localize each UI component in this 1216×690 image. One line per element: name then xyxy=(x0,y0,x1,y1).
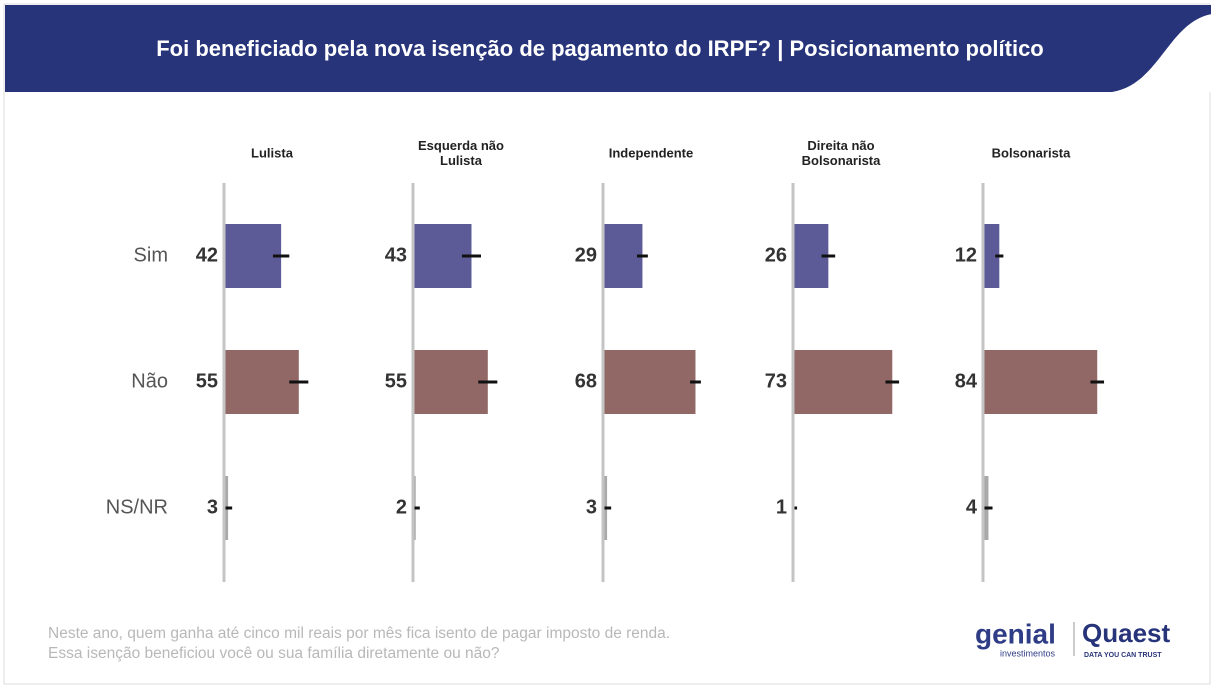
card xyxy=(3,3,1211,685)
panel-title: Direita não Bolsonarista xyxy=(801,138,881,168)
bar xyxy=(413,224,472,288)
panel-title: Esquerda não Lulista xyxy=(418,138,504,168)
logo-genial: genial xyxy=(975,618,1056,649)
bar xyxy=(224,350,299,414)
value-label: 29 xyxy=(575,244,597,266)
value-label: 73 xyxy=(765,370,787,392)
value-label: 2 xyxy=(396,496,407,518)
category-label: Sim xyxy=(134,244,168,266)
logo-genial-sub: investimentos xyxy=(1000,648,1056,658)
bar xyxy=(603,350,696,414)
value-label: 12 xyxy=(955,244,977,266)
value-label: 55 xyxy=(385,370,407,392)
value-label: 3 xyxy=(207,496,218,518)
bar xyxy=(603,224,643,288)
header-curve xyxy=(1112,14,1212,92)
note-line: Essa isenção beneficiou você ou sua famí… xyxy=(48,645,500,662)
value-label: 42 xyxy=(196,244,218,266)
value-label: 1 xyxy=(776,496,787,518)
category-label: NS/NR xyxy=(106,496,168,518)
value-label: 3 xyxy=(586,496,597,518)
chart-title: Foi beneficiado pela nova isenção de pag… xyxy=(156,36,1044,61)
bar xyxy=(983,224,1000,288)
value-label: 4 xyxy=(966,496,978,518)
panel-title: Bolsonarista xyxy=(991,145,1071,161)
value-label: 26 xyxy=(765,244,787,266)
bar xyxy=(413,350,488,414)
bar xyxy=(224,224,282,288)
logo-quaest-sub: DATA YOU CAN TRUST xyxy=(1084,652,1162,659)
value-label: 55 xyxy=(196,370,218,392)
bar xyxy=(793,350,893,414)
value-label: 68 xyxy=(575,370,597,392)
value-label: 43 xyxy=(385,244,407,266)
header-band xyxy=(5,5,1211,92)
logo-quaest: Quaest xyxy=(1082,618,1170,648)
bar xyxy=(983,350,1098,414)
panel-title: Independente xyxy=(608,145,694,161)
category-label: Não xyxy=(131,370,168,392)
value-label: 84 xyxy=(955,370,978,392)
panel-title: Lulista xyxy=(251,145,293,161)
note-line: Neste ano, quem ganha até cinco mil reai… xyxy=(48,625,670,642)
